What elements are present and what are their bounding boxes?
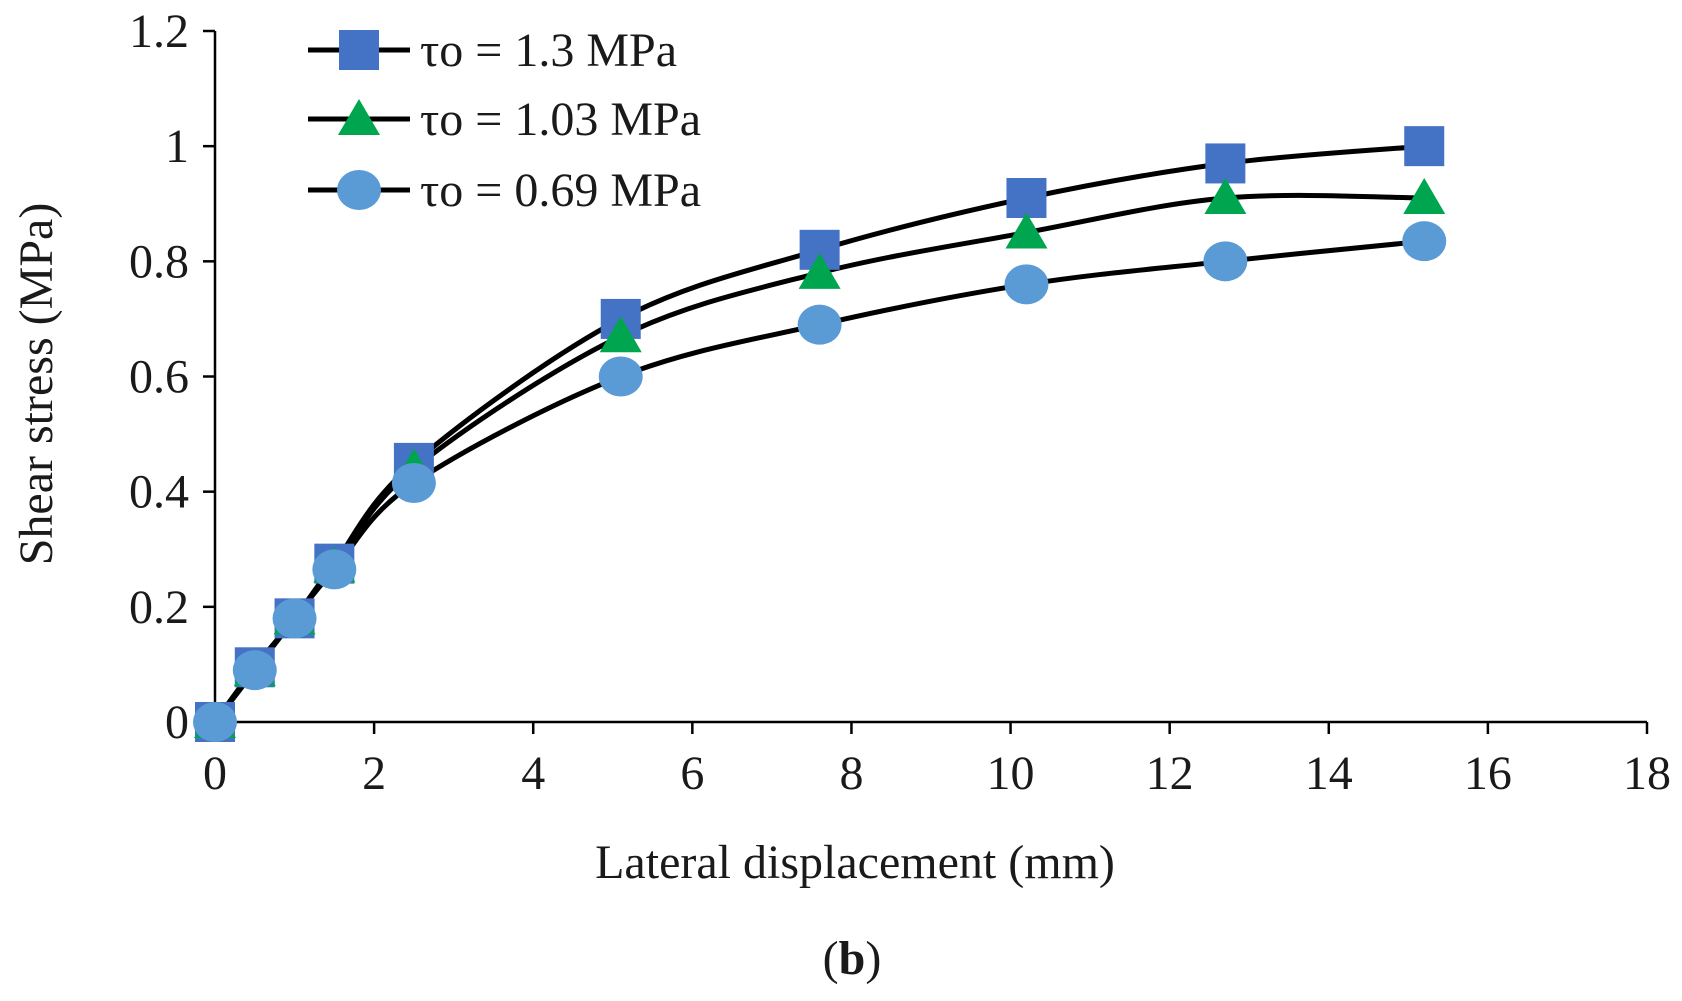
- data-point-triangle: [1005, 212, 1048, 249]
- figure-caption: (b): [823, 932, 882, 985]
- x-tick-label: 18: [1623, 747, 1671, 800]
- legend: τo = 1.3 MPa τo = 1.03 MPa τo = 0.69 MPa: [308, 24, 701, 217]
- y-tick-label: 0.2: [129, 581, 189, 634]
- x-tick-label: 4: [521, 747, 545, 800]
- data-point-circle: [193, 702, 237, 742]
- x-tick-label: 16: [1464, 747, 1512, 800]
- data-point-triangle: [1403, 177, 1446, 214]
- data-point-square: [1404, 126, 1445, 167]
- y-tick-label: 0.6: [129, 351, 189, 404]
- y-tick-label: 0.4: [129, 466, 189, 519]
- y-tick-label: 0.8: [129, 235, 189, 288]
- x-tick-label: 2: [362, 747, 386, 800]
- x-tick-label: 10: [987, 747, 1035, 800]
- series-markers: [193, 126, 1447, 742]
- legend-label: τo = 1.3 MPa: [420, 24, 677, 77]
- y-tick-label: 0: [165, 696, 189, 749]
- x-tick-label: 0: [203, 747, 227, 800]
- data-point-triangle: [599, 316, 642, 353]
- caption-close-paren: ): [865, 932, 881, 985]
- data-point-circle: [232, 650, 277, 691]
- data-point-circle: [272, 598, 317, 639]
- data-point-circle: [1004, 264, 1049, 305]
- y-tick-label: 1: [165, 120, 189, 173]
- data-point-circle: [598, 356, 643, 397]
- axes: [203, 29, 1649, 734]
- data-point-circle: [1203, 241, 1248, 282]
- data-point-square: [1205, 143, 1246, 184]
- legend-marker-circle: [337, 170, 381, 210]
- data-point-square: [1006, 177, 1047, 218]
- tick-labels: 0 0.2 0.4 0.6 0.8 1 1.2 0 2 4 6 8 10 12 14 16 18: [129, 5, 1671, 800]
- data-point-circle: [797, 304, 842, 345]
- legend-marker-square: [339, 30, 379, 70]
- x-tick-label: 6: [680, 747, 704, 800]
- legend-label: τo = 0.69 MPa: [420, 164, 701, 217]
- x-tick-label: 8: [839, 747, 863, 800]
- data-point-triangle: [1204, 177, 1247, 214]
- caption-open-paren: (: [823, 932, 839, 985]
- x-axis-title: Lateral displacement (mm): [595, 836, 1115, 889]
- y-tick-label: 1.2: [129, 5, 189, 58]
- x-tick-label: 12: [1146, 747, 1194, 800]
- legend-label: τo = 1.03 MPa: [420, 93, 701, 146]
- data-point-circle: [1402, 221, 1447, 262]
- y-axis-title: Shear stress (MPa): [10, 203, 63, 566]
- caption-letter: b: [839, 932, 866, 985]
- data-point-circle: [391, 463, 436, 504]
- x-tick-label: 14: [1305, 747, 1353, 800]
- data-point-triangle: [798, 252, 841, 289]
- legend-marker-triangle: [338, 99, 380, 135]
- data-point-circle: [312, 549, 357, 590]
